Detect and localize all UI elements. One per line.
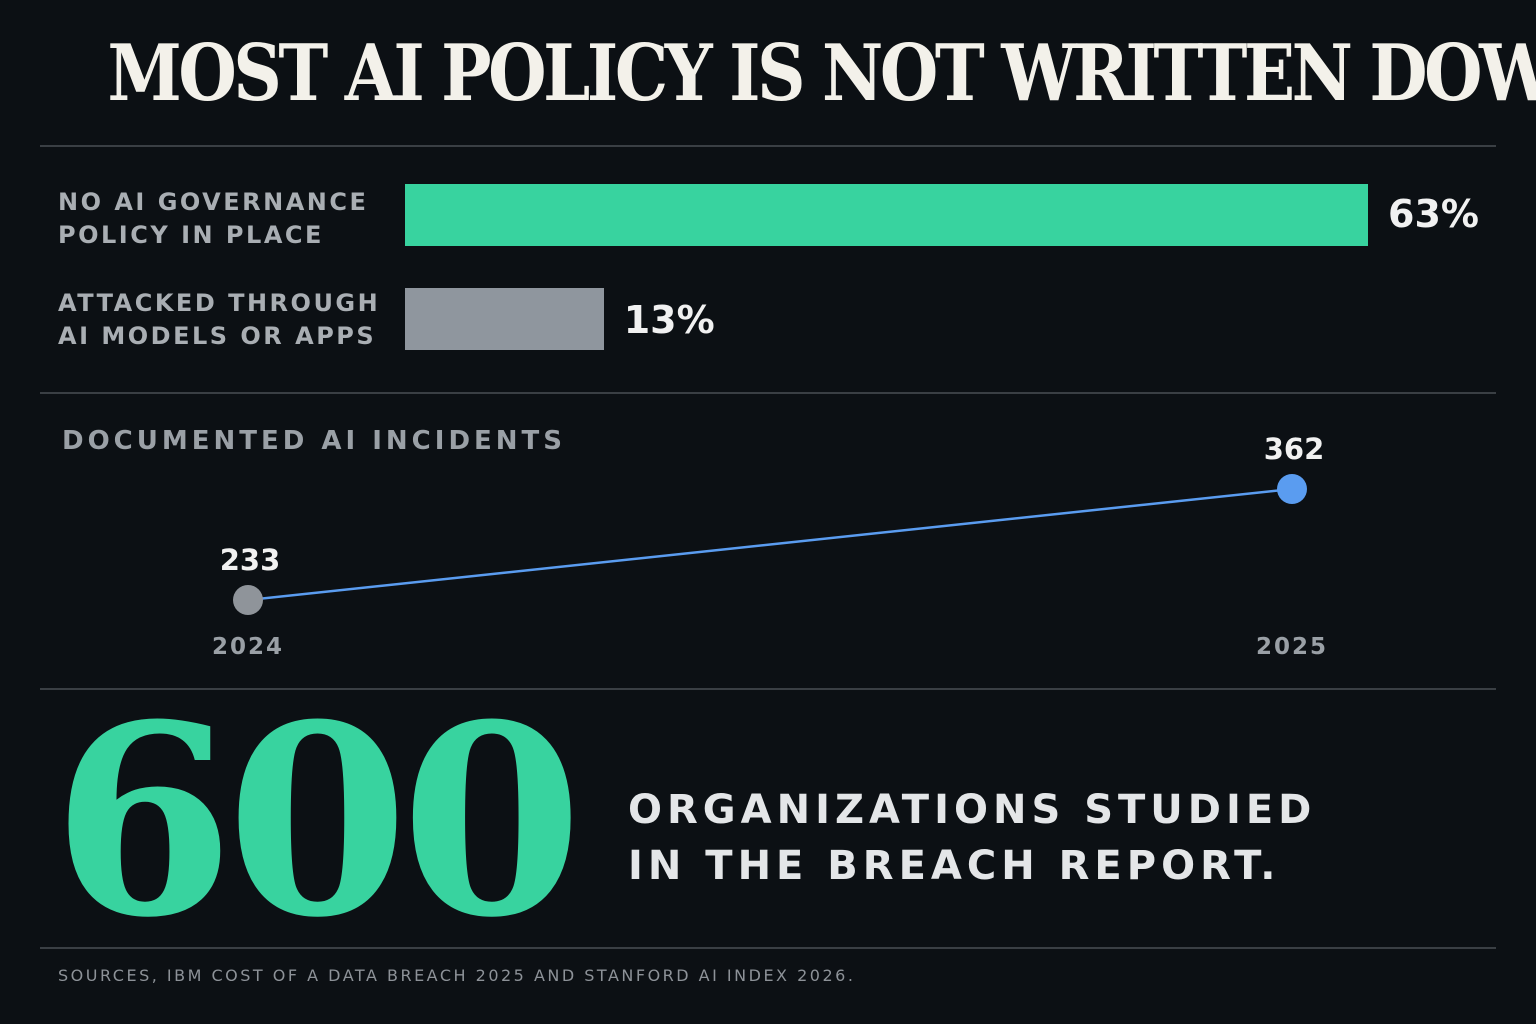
data-label-2025: 362 xyxy=(1264,432,1325,466)
bar-category-label-line: POLICY IN PLACE xyxy=(58,221,324,249)
sources-note: SOURCES, IBM COST OF A DATA BREACH 2025 … xyxy=(58,966,856,985)
highlight-caption-line: ORGANIZATIONS STUDIED xyxy=(628,787,1317,833)
line-chart-title: DOCUMENTED AI INCIDENTS xyxy=(62,426,567,456)
bar-category-label: NO AI GOVERNANCE POLICY IN PLACE xyxy=(58,186,368,252)
data-label-2024: 233 xyxy=(220,543,281,577)
bar-category-label-line: NO AI GOVERNANCE xyxy=(58,188,369,216)
highlight-number: 600 xyxy=(52,667,583,975)
highlight-caption: ORGANIZATIONS STUDIED IN THE BREACH REPO… xyxy=(628,782,1316,894)
divider-lower xyxy=(40,688,1496,690)
bar-value-label: 63% xyxy=(1388,192,1479,236)
divider-bottom xyxy=(40,947,1496,949)
highlight-caption-line: IN THE BREACH REPORT. xyxy=(628,843,1281,889)
bar-no-governance-policy xyxy=(405,184,1368,246)
divider-middle xyxy=(40,392,1496,394)
data-point-2024 xyxy=(233,585,263,615)
series-line xyxy=(247,487,1293,602)
data-point-2025 xyxy=(1277,474,1307,504)
bar-category-label-line: ATTACKED THROUGH xyxy=(58,289,381,317)
bar-category-label-line: AI MODELS OR APPS xyxy=(58,322,377,350)
bar-category-label: ATTACKED THROUGH AI MODELS OR APPS xyxy=(58,287,380,353)
bar-value-label: 13% xyxy=(623,298,715,342)
x-tick-label-2024: 2024 xyxy=(212,634,284,660)
divider-top xyxy=(40,145,1496,147)
bar-attacked-through-ai xyxy=(405,288,604,350)
x-tick-label-2025: 2025 xyxy=(1256,634,1328,660)
page-title: MOST AI POLICY IS NOT WRITTEN DOWN xyxy=(107,28,1536,119)
